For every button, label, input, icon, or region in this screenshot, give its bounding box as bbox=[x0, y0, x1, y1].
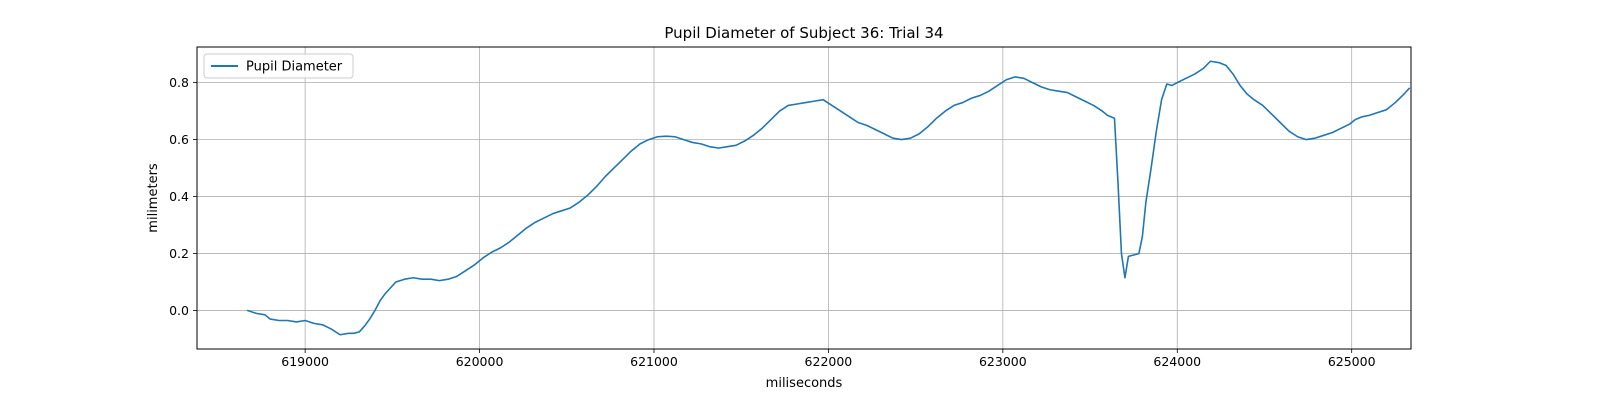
series-lines bbox=[246, 60, 1411, 336]
grid-lines bbox=[197, 47, 1411, 349]
x-tick-label: 620000 bbox=[456, 354, 504, 369]
x-axis-label: miliseconds bbox=[766, 376, 843, 391]
x-tick-label: 621000 bbox=[630, 354, 678, 369]
y-axis-label: milimeters bbox=[146, 163, 161, 233]
legend-box bbox=[203, 53, 354, 79]
y-tick-label: 0.6 bbox=[169, 132, 189, 147]
legend-label: Pupil Diameter bbox=[246, 60, 343, 75]
axes: 619000 620000 621000 622000 623000 624000 6250… bbox=[169, 75, 1375, 369]
x-tick-label: 622000 bbox=[805, 354, 853, 369]
y-tick-label: 0.4 bbox=[169, 189, 189, 204]
y-tick-label: 0.8 bbox=[169, 75, 189, 90]
plot-frame bbox=[196, 46, 1412, 350]
x-tick-label: 624000 bbox=[1153, 354, 1201, 369]
legend: Pupil Diameter bbox=[203, 53, 354, 79]
chart-title: Pupil Diameter of Subject 36: Trial 34 bbox=[664, 24, 943, 42]
y-tick-label: 0.0 bbox=[169, 303, 189, 318]
x-tick-label: 623000 bbox=[979, 354, 1027, 369]
x-tick-label: 619000 bbox=[281, 354, 329, 369]
x-tick-label: 625000 bbox=[1328, 354, 1376, 369]
series-line bbox=[246, 60, 1411, 336]
y-tick-label: 0.2 bbox=[169, 246, 189, 261]
